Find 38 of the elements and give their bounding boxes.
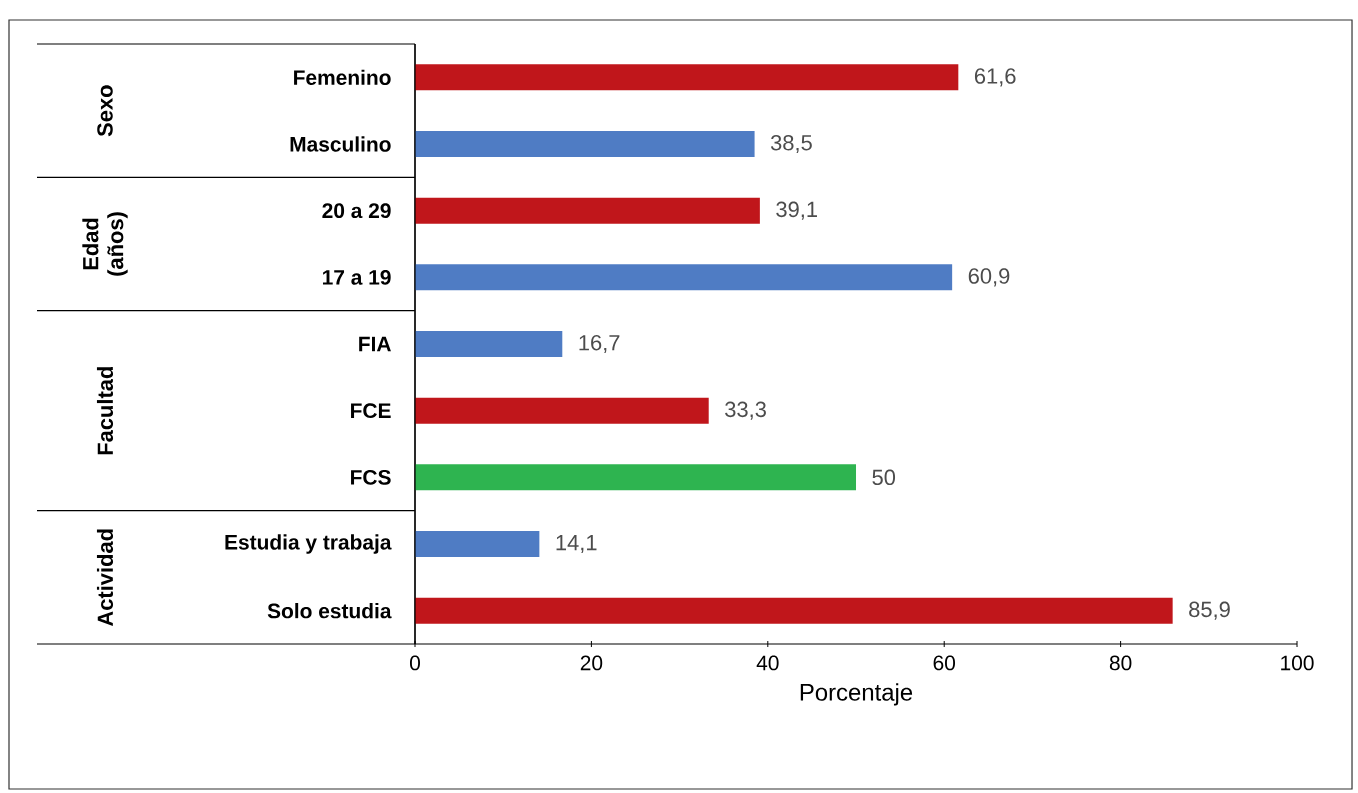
y-tick-label: Estudia y trabaja — [225, 534, 392, 554]
x-tick-label: 0 — [410, 655, 420, 671]
bar — [415, 597, 1173, 624]
y-tick-label: Femenino — [294, 69, 391, 86]
text: Sexo — [97, 85, 113, 137]
x-tick-label: 60 — [933, 655, 956, 671]
bar — [415, 531, 540, 558]
data-label: 38,5 — [770, 134, 812, 154]
x-tick-label: 100 — [1281, 655, 1314, 671]
data-label: 14,1 — [556, 535, 597, 553]
y-tick-label: Solo estudia — [267, 603, 392, 619]
data-label: 33,3 — [725, 401, 766, 420]
y-tick-label: FCS — [351, 469, 391, 485]
y-tick-label: Masculino — [290, 136, 391, 152]
bar — [415, 397, 709, 424]
data-label: 85,9 — [1189, 601, 1230, 620]
x-tick-label: 20 — [580, 655, 603, 671]
y-tick-label: 17 a 19 — [322, 269, 391, 285]
bar — [415, 464, 857, 491]
data-label: 39,1 — [776, 201, 817, 220]
x-tick-label: 80 — [1109, 655, 1132, 671]
text: Facultad — [96, 367, 114, 455]
data-label: 60,9 — [968, 268, 1010, 287]
y-tick-label: FIA — [359, 336, 391, 352]
y-tick-label: FCE — [351, 403, 391, 419]
data-label: 61,6 — [974, 68, 1016, 87]
bar — [415, 64, 959, 91]
data-label: 16,7 — [579, 334, 620, 354]
bar — [415, 197, 760, 224]
bar — [415, 331, 563, 358]
bar — [415, 264, 953, 291]
bar — [415, 131, 755, 158]
y-tick-label: 20 a 29 — [322, 203, 391, 219]
x-tick-label: 40 — [756, 655, 779, 671]
text: Edad (años) — [82, 212, 128, 276]
text: Actividad — [96, 529, 114, 627]
data-label: 50 — [872, 469, 896, 486]
x-axis-title: Porcentaje — [800, 683, 913, 706]
